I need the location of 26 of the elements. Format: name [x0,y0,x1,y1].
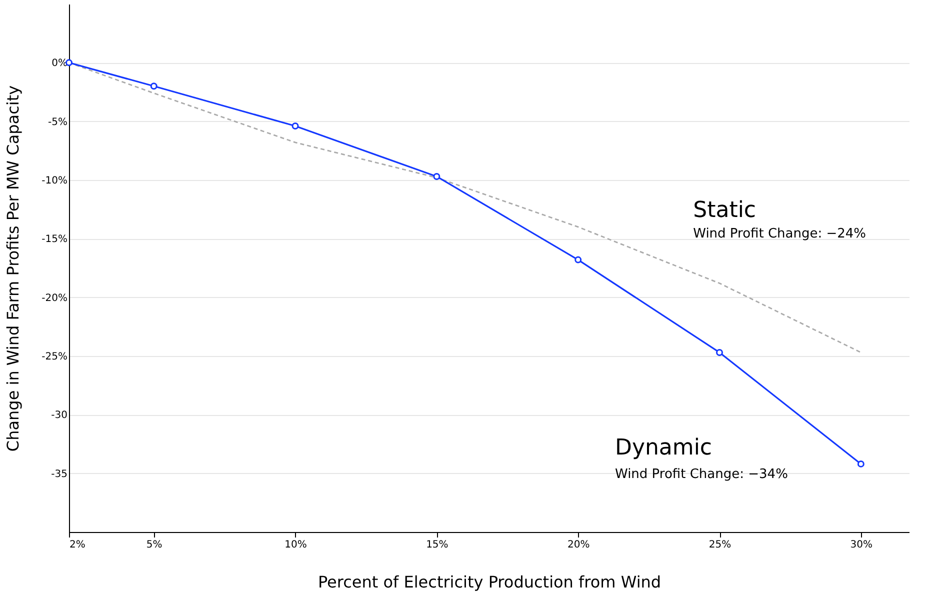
x-tick-label: 5% [146,540,162,550]
point [574,256,582,264]
x-tick-label: 10% [284,540,307,550]
x-axis-title: Percent of Electricity Production from Wind [318,572,662,592]
x-tick-label: 25% [708,540,732,550]
annotation: Static [693,198,756,223]
x-tick-label: 2% [70,540,86,550]
y-tick-label: -15% [42,234,68,246]
y-tick-label: -20% [42,292,68,304]
annotation: Dynamic [615,436,712,461]
point [150,82,158,90]
x-tick-label: 15% [426,540,448,550]
annotation: Wind Profit Change: −34% [615,466,788,482]
y-tick-label: -35 [51,468,68,480]
x-tick-label: 30% [850,540,873,550]
point [433,172,440,180]
annotation: Wind Profit Change: −24% [693,226,866,242]
y-tick-label: -10% [42,176,68,186]
y-tick-label: -30 [51,410,68,422]
y-tick-label: -5% [48,116,68,128]
point [857,460,864,468]
y-tick-label: -25% [42,352,68,362]
x-tick-label: 20% [567,540,590,550]
point [292,122,299,130]
y-axis-title: Change in Wind Farm Profits Per MW Capacity [4,85,23,452]
point [716,348,723,356]
